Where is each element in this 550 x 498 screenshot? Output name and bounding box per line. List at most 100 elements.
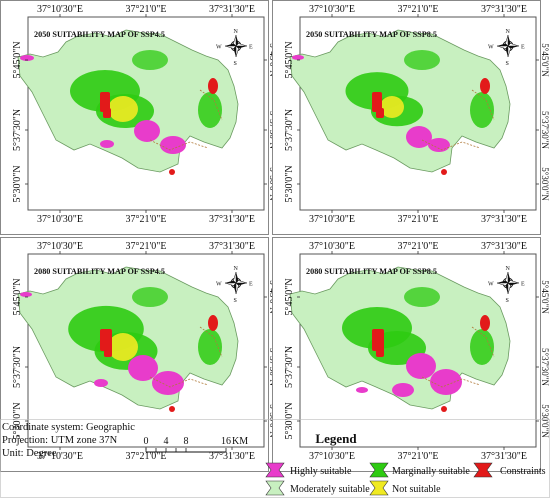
constraint-patch: [441, 406, 447, 412]
longitude-label-bottom: 37°21'0"E: [126, 451, 167, 462]
highly-suitable-patch: [134, 120, 160, 142]
constraint-patch: [208, 78, 218, 94]
constraint-patch: [100, 329, 112, 351]
longitude-label-top: 37°31'30"E: [209, 4, 255, 15]
longitude-label-top: 37°10'30"E: [37, 241, 83, 252]
compass-label-n: N: [506, 29, 511, 35]
longitude-label-top: 37°31'30"E: [481, 241, 527, 252]
marginally-suitable-patch: [198, 92, 222, 128]
drainage-line: [199, 326, 223, 358]
compass-label-e: E: [521, 45, 525, 51]
compass-label-w: W: [488, 282, 494, 288]
legend-label: Marginally suitable: [392, 466, 470, 477]
longitude-label-bottom: 37°31'30"E: [209, 214, 255, 225]
longitude-label-bottom: 37°21'0"E: [126, 214, 167, 225]
legend-swatch-moderately-suitable: [265, 480, 285, 496]
compass-label-e: E: [249, 45, 253, 51]
latitude-label-right: 5°45'0"N: [540, 280, 550, 314]
latitude-label-right: 5°37'30"N: [540, 348, 550, 386]
longitude-label-bottom: 37°10'30"E: [309, 214, 355, 225]
map-area: [289, 29, 511, 175]
compass-label-s: S: [234, 298, 237, 304]
constraint-patch: [372, 329, 384, 351]
latitude-label-left: 5°37'30"N: [284, 346, 295, 388]
marginally-suitable-patch: [404, 50, 440, 70]
not-suitable-patch: [108, 333, 138, 361]
latitude-label-left: 5°37'30"N: [12, 109, 23, 151]
scale-bar-label: 8: [184, 436, 189, 447]
constraint-patch: [103, 108, 111, 118]
marginally-suitable-patch: [470, 92, 494, 128]
highly-suitable-patch: [356, 387, 368, 393]
highly-suitable-patch: [128, 355, 158, 381]
panel-title: 2050 SUITABILITY MAP OF SSP8.5: [306, 30, 437, 39]
drainage-line: [149, 376, 209, 388]
constraint-patch: [208, 315, 218, 331]
longitude-label-bottom: 37°10'30"E: [309, 451, 355, 462]
map-panel-2050-ssp85: 2050 SUITABILITY MAP OF SSP8.5 N S E W 37°10'…: [272, 0, 550, 235]
longitude-label-top: 37°10'30"E: [309, 4, 355, 15]
constraint-patch: [372, 92, 382, 112]
compass-label-n: N: [234, 29, 239, 35]
latitude-label-left: 5°45'0"N: [12, 278, 23, 315]
compass-label-s: S: [234, 61, 237, 67]
scale-bar-label: 4: [164, 436, 169, 447]
highly-suitable-patch: [392, 383, 414, 397]
compass-label-s: S: [506, 298, 509, 304]
latitude-label-left: 5°37'30"N: [284, 109, 295, 151]
latitude-label-left: 5°45'0"N: [284, 278, 295, 315]
legend-swatch-marginally-suitable: [369, 462, 389, 478]
legend-label: Moderately suitable: [290, 484, 370, 495]
highly-suitable-patch: [94, 379, 108, 387]
latitude-label-right: 5°30'0"N: [540, 167, 550, 201]
legend-swatch-highly-suitable: [265, 462, 285, 478]
longitude-label-top: 37°21'0"E: [398, 4, 439, 15]
scale-bar: 0 4 8 16 KM: [144, 436, 248, 453]
legend-label: Not suitable: [392, 484, 441, 495]
latitude-label-left: 5°30'0"N: [284, 402, 295, 439]
panel-title: 2080 SUITABILITY MAP OF SSP4.5: [34, 267, 165, 276]
highly-suitable-patch: [100, 140, 114, 148]
longitude-label-top: 37°31'30"E: [481, 4, 527, 15]
drainage-line: [471, 89, 495, 121]
legend-title: Legend: [315, 431, 357, 446]
marginally-suitable-patch: [404, 287, 440, 307]
legend-swatch-not-suitable: [369, 480, 389, 496]
legend-swatch-constraints: [473, 462, 493, 478]
drainage-line: [421, 139, 481, 151]
longitude-label-bottom: 37°21'0"E: [398, 214, 439, 225]
latitude-label-left: 5°45'0"N: [12, 41, 23, 78]
constraint-patch: [376, 108, 384, 118]
map-info: Coordinate system: Geographic Projection…: [2, 421, 142, 460]
drainage-line: [149, 139, 209, 151]
north-arrow-icon: N S E W: [488, 29, 525, 67]
marginally-suitable-patch: [132, 287, 168, 307]
constraint-patch: [480, 78, 490, 94]
north-arrow-icon: N S E W: [216, 29, 253, 67]
highly-suitable-patch: [406, 126, 432, 148]
constraint-patch: [441, 169, 447, 175]
highly-suitable-patch: [292, 55, 304, 60]
constraint-patch: [100, 92, 110, 112]
latitude-label-left: 5°30'0"N: [12, 402, 23, 439]
longitude-label-bottom: 37°31'30"E: [481, 214, 527, 225]
not-suitable-patch: [108, 96, 138, 122]
highly-suitable-patch: [406, 353, 436, 379]
latitude-label-left: 5°30'0"N: [12, 165, 23, 202]
compass-label-s: S: [506, 61, 509, 67]
unit-text: Unit: Degree: [2, 448, 57, 459]
highly-suitable-patch: [428, 138, 450, 152]
highly-suitable-patch: [160, 136, 186, 154]
longitude-label-top: 37°31'30"E: [209, 241, 255, 252]
coordinate-system-text: Coordinate system: Geographic: [2, 422, 135, 433]
marginally-suitable-patch: [198, 329, 222, 365]
highly-suitable-patch: [430, 369, 462, 395]
longitude-label-bottom: 37°10'30"E: [37, 214, 83, 225]
constraint-patch: [169, 406, 175, 412]
highly-suitable-patch: [20, 292, 32, 297]
compass-label-n: N: [506, 266, 511, 272]
drainage-line: [421, 376, 481, 388]
north-arrow-icon: N S E W: [488, 266, 525, 304]
scale-bar-label: 16: [221, 436, 231, 447]
